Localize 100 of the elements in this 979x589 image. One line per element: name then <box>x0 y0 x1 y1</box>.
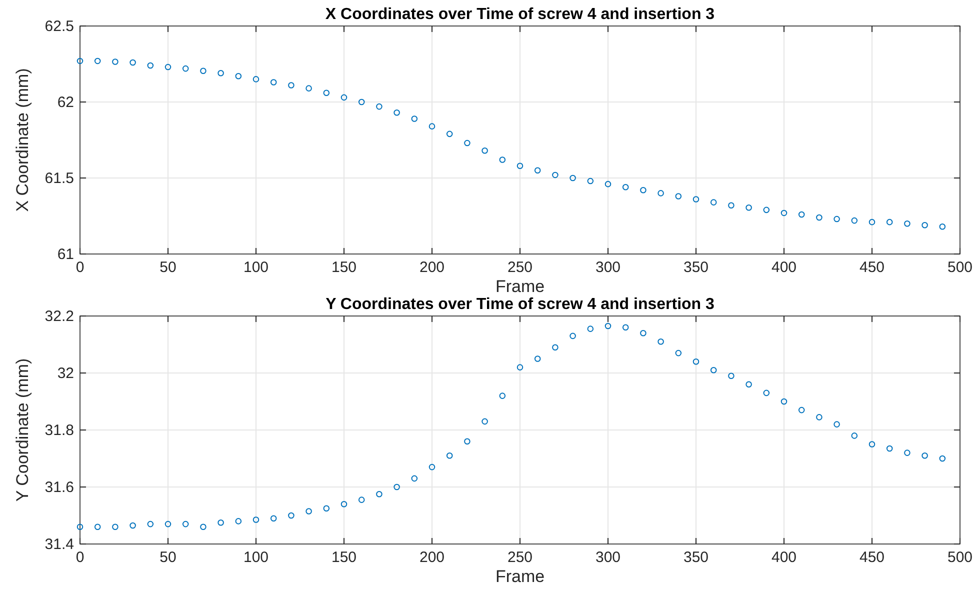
point <box>76 524 84 530</box>
point <box>147 520 154 528</box>
x-tick-label: 500 <box>947 259 973 276</box>
point <box>112 58 118 65</box>
point <box>939 455 946 462</box>
point <box>200 68 206 74</box>
point <box>482 418 488 425</box>
point <box>904 450 910 456</box>
point <box>640 187 646 194</box>
point <box>604 322 612 330</box>
point <box>675 350 682 356</box>
point <box>570 174 576 182</box>
point <box>499 156 506 163</box>
point <box>886 445 893 452</box>
point <box>587 178 594 184</box>
point <box>306 508 312 514</box>
point <box>340 500 348 508</box>
y-tick-label: 32.2 <box>44 308 74 325</box>
point <box>411 116 418 122</box>
point <box>552 172 558 178</box>
point <box>868 441 876 448</box>
point <box>534 167 541 174</box>
point <box>446 452 453 459</box>
point <box>692 358 700 365</box>
y-tick-label: 31.6 <box>44 479 74 496</box>
x-tick-label: 450 <box>859 549 885 566</box>
point <box>746 381 752 388</box>
point <box>130 522 136 529</box>
point <box>252 76 260 82</box>
point <box>692 196 700 202</box>
x-tick-label: 500 <box>947 549 973 566</box>
x-tick-label: 400 <box>771 259 797 276</box>
point <box>446 130 453 138</box>
point <box>798 211 805 218</box>
chart-title: X Coordinates over Time of screw 4 and insertion 3 <box>325 6 715 23</box>
y-axis-title: X Coordinate (mm) <box>13 68 32 212</box>
point <box>323 505 330 512</box>
chart-title: Y Coordinates over Time of screw 4 and insertion 3 <box>326 296 715 313</box>
x-tick-label: 250 <box>507 259 533 276</box>
y-tick-label: 62.5 <box>44 18 74 35</box>
point <box>428 464 436 470</box>
point <box>200 524 206 530</box>
point <box>482 148 488 154</box>
point <box>851 217 858 224</box>
point <box>182 65 189 72</box>
point <box>922 222 928 228</box>
x-tick-label: 400 <box>771 549 797 566</box>
point <box>746 204 752 211</box>
point <box>428 123 436 130</box>
point <box>235 518 242 524</box>
point <box>834 216 840 222</box>
point <box>534 356 541 362</box>
point <box>710 199 717 206</box>
point <box>394 484 400 490</box>
point <box>516 162 524 169</box>
point <box>816 214 822 221</box>
point <box>710 367 717 374</box>
point <box>288 512 294 519</box>
x-axis-title: Frame <box>495 277 545 296</box>
point <box>499 392 506 399</box>
point <box>658 338 664 345</box>
point <box>147 62 154 69</box>
point <box>570 332 576 340</box>
x-tick-label: 0 <box>76 259 84 276</box>
y-tick-label: 32 <box>57 365 74 382</box>
point <box>340 94 348 101</box>
point <box>780 210 788 216</box>
point <box>376 103 382 110</box>
point <box>411 475 418 482</box>
x-tick-label: 350 <box>683 549 709 566</box>
point <box>939 224 946 230</box>
x-tick-label: 450 <box>859 259 885 276</box>
point <box>816 414 822 420</box>
y-axis-title: Y Coordinate (mm) <box>13 358 32 502</box>
point <box>94 58 101 64</box>
x-tick-label: 100 <box>243 549 269 566</box>
point <box>763 390 770 396</box>
point <box>728 202 734 208</box>
point <box>94 524 101 530</box>
x-tick-label: 100 <box>243 259 269 276</box>
point <box>798 406 805 414</box>
point <box>464 140 470 146</box>
point <box>182 520 189 528</box>
point <box>218 519 224 526</box>
point <box>622 184 629 190</box>
point <box>464 438 470 445</box>
y-tick-label: 31.8 <box>44 422 74 439</box>
point <box>658 190 664 196</box>
x-tick-label: 350 <box>683 259 709 276</box>
point <box>728 372 734 379</box>
point <box>235 73 242 80</box>
point <box>780 398 788 405</box>
point <box>675 193 682 200</box>
point <box>358 98 365 106</box>
point <box>130 59 136 66</box>
point <box>270 79 277 86</box>
point <box>112 524 118 530</box>
point <box>323 90 330 96</box>
point <box>376 490 382 498</box>
point <box>76 58 84 64</box>
